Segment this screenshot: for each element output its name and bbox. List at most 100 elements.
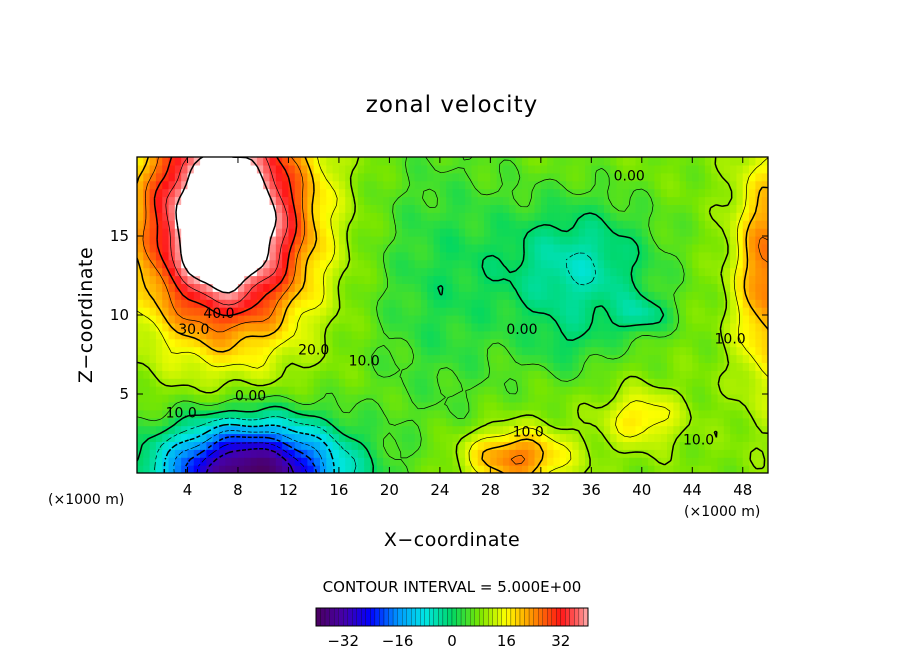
- field-cell: [622, 157, 630, 166]
- field-cell: [755, 212, 763, 221]
- colorbar-swatch: [519, 607, 525, 627]
- field-cell: [610, 425, 618, 435]
- field-cell: [162, 346, 170, 356]
- field-cell: [629, 409, 637, 419]
- colorbar-swatch: [510, 607, 516, 627]
- field-cell: [307, 441, 315, 450]
- field-cell: [572, 220, 580, 229]
- field-cell: [616, 243, 624, 253]
- field-cell: [534, 299, 542, 308]
- field-cell: [313, 196, 321, 205]
- field-cell: [294, 172, 302, 182]
- field-cell: [256, 425, 264, 435]
- field-cell: [679, 425, 687, 435]
- field-cell: [370, 212, 378, 221]
- field-cell: [723, 417, 731, 427]
- field-cell: [496, 243, 504, 253]
- field-cell: [471, 370, 479, 379]
- field-cell: [610, 330, 618, 340]
- field-cell: [755, 220, 763, 229]
- field-cell: [484, 441, 491, 450]
- colorbar-swatch: [551, 607, 557, 627]
- field-cell: [673, 275, 681, 284]
- field-cell: [597, 370, 605, 379]
- field-cell: [345, 330, 353, 340]
- field-cell: [660, 228, 668, 237]
- field-cell: [282, 220, 290, 229]
- field-cell: [433, 417, 441, 427]
- field-cell: [717, 362, 725, 371]
- field-cell: [723, 204, 731, 213]
- field-cell: [256, 386, 264, 395]
- field-cell: [149, 188, 157, 198]
- field-cell: [540, 251, 548, 261]
- field-cell: [471, 449, 479, 458]
- field-cell: [263, 441, 271, 450]
- field-cell: [168, 236, 176, 245]
- field-cell: [559, 267, 567, 277]
- field-cell: [749, 157, 756, 166]
- field-cell: [471, 188, 479, 198]
- field-cell: [402, 425, 409, 435]
- field-cell: [263, 180, 271, 190]
- field-cell: [389, 417, 397, 427]
- field-cell: [357, 378, 365, 387]
- field-cell: [452, 322, 460, 332]
- field-cell: [174, 236, 182, 245]
- field-cell: [667, 307, 674, 316]
- field-cell: [641, 362, 649, 371]
- field-cell: [477, 433, 485, 442]
- field-cell: [502, 283, 510, 292]
- field-cell: [288, 180, 296, 190]
- field-cell: [654, 330, 662, 340]
- field-cell: [610, 188, 618, 198]
- field-cell: [458, 307, 466, 316]
- field-cell: [566, 291, 573, 300]
- field-cell: [376, 330, 384, 340]
- field-cell: [237, 433, 245, 442]
- field-cell: [559, 346, 567, 356]
- field-cell: [578, 417, 586, 427]
- field-cell: [408, 354, 416, 363]
- field-cell: [231, 283, 239, 292]
- field-cell: [528, 251, 536, 261]
- field-cell: [414, 259, 422, 269]
- field-cell: [578, 401, 586, 411]
- field-cell: [553, 228, 561, 237]
- field-cell: [610, 196, 618, 205]
- colorbar-swatch: [356, 607, 362, 627]
- field-cell: [667, 449, 674, 458]
- field-cell: [193, 394, 201, 403]
- field-cell: [219, 401, 226, 411]
- field-cell: [433, 259, 441, 269]
- field-cell: [603, 220, 611, 229]
- field-cell: [420, 220, 428, 229]
- field-cell: [250, 370, 258, 379]
- field-cell: [566, 315, 573, 324]
- field-cell: [332, 307, 340, 316]
- field-cell: [742, 157, 750, 166]
- field-cell: [181, 251, 189, 261]
- field-cell: [364, 172, 372, 182]
- field-cell: [193, 338, 201, 348]
- field-cell: [559, 417, 567, 427]
- field-cell: [326, 307, 334, 316]
- field-cell: [509, 354, 517, 363]
- field-cell: [755, 228, 763, 237]
- field-cell: [471, 307, 479, 316]
- field-cell: [389, 338, 397, 348]
- field-cell: [294, 449, 302, 458]
- field-cell: [376, 315, 384, 324]
- field-cell: [572, 283, 580, 292]
- field-cell: [338, 172, 346, 182]
- field-cell: [389, 299, 397, 308]
- field-cell: [458, 220, 466, 229]
- field-cell: [490, 307, 498, 316]
- field-cell: [723, 299, 731, 308]
- field-cell: [256, 338, 264, 348]
- field-cell: [711, 212, 719, 221]
- field-cell: [736, 315, 744, 324]
- field-cell: [717, 283, 725, 292]
- field-cell: [357, 425, 365, 435]
- colorbar-swatch: [465, 607, 471, 627]
